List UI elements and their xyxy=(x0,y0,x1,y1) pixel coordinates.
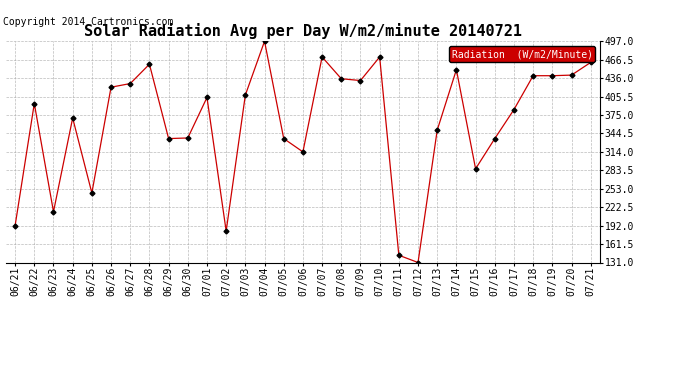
Title: Solar Radiation Avg per Day W/m2/minute 20140721: Solar Radiation Avg per Day W/m2/minute … xyxy=(84,23,522,39)
Text: Copyright 2014 Cartronics.com: Copyright 2014 Cartronics.com xyxy=(3,17,174,27)
Legend: Radiation  (W/m2/Minute): Radiation (W/m2/Minute) xyxy=(448,46,595,62)
